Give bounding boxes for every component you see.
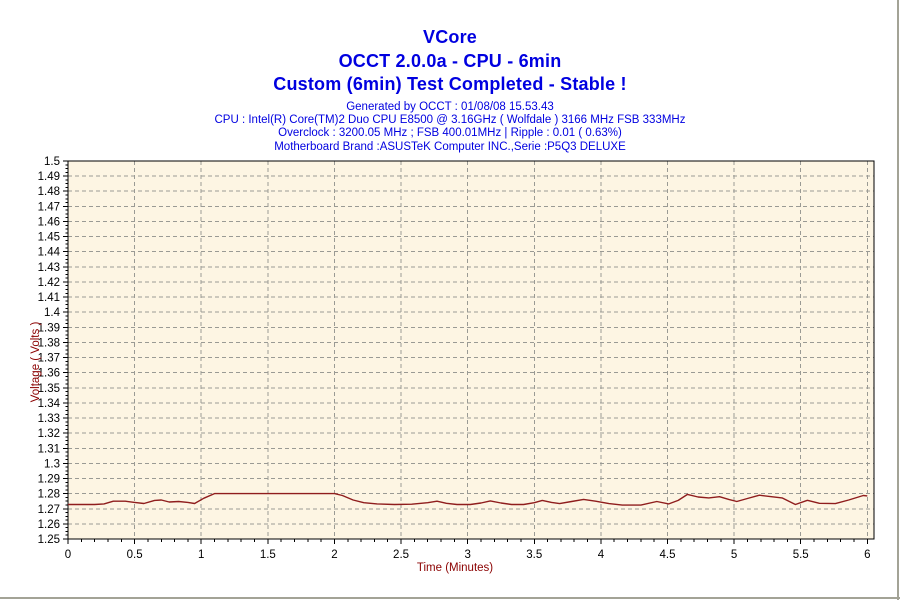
chart-header: VCore OCCT 2.0.0a - CPU - 6min Custom (6… [0,26,900,97]
y-tick-label: 1.36 [38,368,60,380]
y-tick-label: 1.48 [38,186,60,198]
x-tick-label: 4.5 [660,549,676,561]
y-tick-label: 1.28 [38,489,60,501]
y-tick-label: 1.38 [38,337,60,349]
y-tick-label: 1.39 [38,322,60,334]
y-tick-label: 1.3 [44,458,60,470]
y-tick-label: 1.31 [38,443,60,455]
y-tick-label: 1.42 [38,277,60,289]
y-tick-label: 1.32 [38,428,60,440]
x-tick-label: 3 [464,549,470,561]
window-bottom-edge [0,597,900,599]
y-tick-label: 1.26 [38,519,60,531]
plot-area [68,161,874,539]
y-tick-label: 1.47 [38,201,60,213]
y-tick-label: 1.49 [38,171,60,183]
y-tick-label: 1.29 [38,474,60,486]
chart-title-main: VCore [422,27,477,47]
subtitle-cpu: CPU : Intel(R) Core(TM)2 Duo CPU E8500 @… [214,114,686,127]
y-tick-label: 1.37 [38,353,60,365]
y-tick-label: 1.4 [44,307,61,319]
y-tick-label: 1.41 [38,292,60,304]
x-tick-label: 2.5 [393,549,409,561]
chart-title-status: Custom (6min) Test Completed - Stable ! [273,74,627,94]
y-tick-label: 1.44 [38,247,61,259]
y-tick-label: 1.34 [38,398,61,410]
x-tick-label: 4 [598,549,605,561]
y-tick-label: 1.33 [38,413,60,425]
x-axis-title: Time (Minutes) [417,562,493,574]
x-tick-label: 1.5 [260,549,276,561]
x-tick-label: 5 [731,549,737,561]
y-tick-label: 1.43 [38,262,60,274]
subtitle-generated: Generated by OCCT : 01/08/08 15.53.43 [346,101,554,113]
chart-subheader: Generated by OCCT : 01/08/08 15.53.43 CP… [0,101,900,154]
subtitle-motherboard: Motherboard Brand :ASUSTeK Computer INC.… [274,140,626,153]
vcore-series-line [68,492,868,506]
window-right-edge [897,0,899,600]
x-tick-label: 0.5 [127,549,143,561]
x-tick-label: 6 [864,549,870,561]
x-tick-label: 3.5 [526,549,542,561]
y-tick-label: 1.45 [38,232,60,244]
y-tick-label: 1.25 [38,534,60,546]
y-tick-label: 1.27 [38,504,60,516]
subtitle-overclock: Overclock : 3200.05 MHz ; FSB 400.01MHz … [278,127,622,140]
x-tick-label: 0 [65,549,71,561]
plot-border [67,160,875,540]
y-tick-label: 1.5 [44,156,60,168]
y-tick-label: 1.46 [38,216,60,228]
chart-title-test: OCCT 2.0.0a - CPU - 6min [338,50,562,71]
x-tick-label: 1 [198,549,204,561]
x-tick-label: 2 [331,549,337,561]
y-tick-label: 1.35 [38,383,60,395]
y-axis-title: Voltage ( Volts ) [30,322,42,403]
x-tick-label: 5.5 [793,549,809,561]
